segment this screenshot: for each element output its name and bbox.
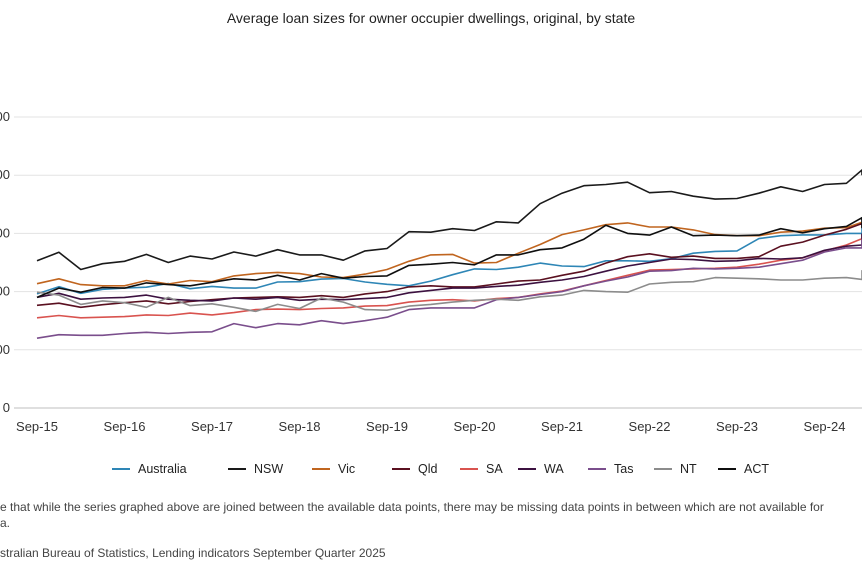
legend-item-act: ACT — [718, 462, 769, 476]
legend-swatch — [460, 468, 478, 470]
note-line-2: a. — [0, 516, 11, 530]
legend-swatch — [718, 468, 736, 470]
x-tick-label: Sep-15 — [16, 419, 58, 434]
y-tick-label: 400 — [0, 284, 10, 299]
x-axis-tick-labels: Sep-15 Sep-16 Sep-17 Sep-18 Sep-19 Sep-20 Sep-… — [16, 419, 845, 434]
series-line-nt — [36, 270, 862, 313]
x-tick-label: Sep-24 — [804, 419, 846, 434]
legend-item-nsw: NSW — [228, 462, 283, 476]
legend-label: NSW — [254, 462, 284, 476]
legend-item-sa: SA — [460, 462, 503, 476]
legend-swatch — [392, 468, 410, 470]
legend-label: SA — [486, 462, 503, 476]
x-tick-label: Sep-22 — [629, 419, 671, 434]
legend-label: Tas — [614, 462, 634, 476]
series-line-wa — [36, 233, 862, 302]
x-tick-label: Sep-21 — [541, 419, 583, 434]
series-line-sa — [36, 234, 862, 319]
legend-item-vic: Vic — [312, 462, 355, 476]
y-tick-label: 1000 — [0, 109, 10, 124]
legend-item-nt: NT — [654, 462, 697, 476]
legend-label: Vic — [338, 462, 356, 476]
x-tick-label: Sep-19 — [366, 419, 408, 434]
series-line-australia — [36, 217, 862, 295]
series-line-tas — [36, 239, 862, 339]
legend-item-tas: Tas — [588, 462, 633, 476]
x-tick-label: Sep-23 — [716, 419, 758, 434]
legend-item-australia: Australia — [112, 462, 187, 476]
y-tick-label: 0 — [3, 400, 10, 415]
legend-swatch — [588, 468, 606, 470]
y-axis-tick-labels: 0 200 400 600 800 1000 — [0, 109, 10, 415]
series-line-qld — [36, 222, 862, 309]
x-tick-label: Sep-20 — [454, 419, 496, 434]
x-tick-label: Sep-18 — [279, 419, 321, 434]
y-tick-label: 200 — [0, 342, 10, 357]
legend-label: Australia — [138, 462, 187, 476]
legend-label: WA — [544, 462, 564, 476]
note-line-1: e that while the series graphed above ar… — [0, 500, 824, 514]
source-note: stralian Bureau of Statistics, Lending i… — [0, 546, 386, 560]
line-chart: 02004006008001000 Sep-15Sep-16Sep-17Sep-… — [0, 109, 862, 434]
legend-item-wa: WA — [518, 462, 564, 476]
legend-label: ACT — [744, 462, 769, 476]
legend-swatch — [518, 468, 536, 470]
legend-label: NT — [680, 462, 697, 476]
x-tick-label: Sep-16 — [104, 419, 146, 434]
series-line-act — [36, 216, 862, 299]
y-tick-label: 800 — [0, 167, 10, 182]
legend-swatch — [228, 468, 246, 470]
gridlines — [14, 116, 862, 409]
chart-title: Average loan sizes for owner occupier dw… — [226, 10, 636, 26]
legend-swatch — [312, 468, 330, 470]
legend-item-qld: Qld — [392, 462, 437, 476]
series-line-nsw — [36, 169, 862, 271]
x-tick-label: Sep-17 — [191, 419, 233, 434]
y-tick-label: 600 — [0, 225, 10, 240]
legend-swatch — [112, 468, 130, 470]
series-lines — [36, 169, 862, 339]
legend-label: Qld — [418, 462, 438, 476]
legend-swatch — [654, 468, 672, 470]
